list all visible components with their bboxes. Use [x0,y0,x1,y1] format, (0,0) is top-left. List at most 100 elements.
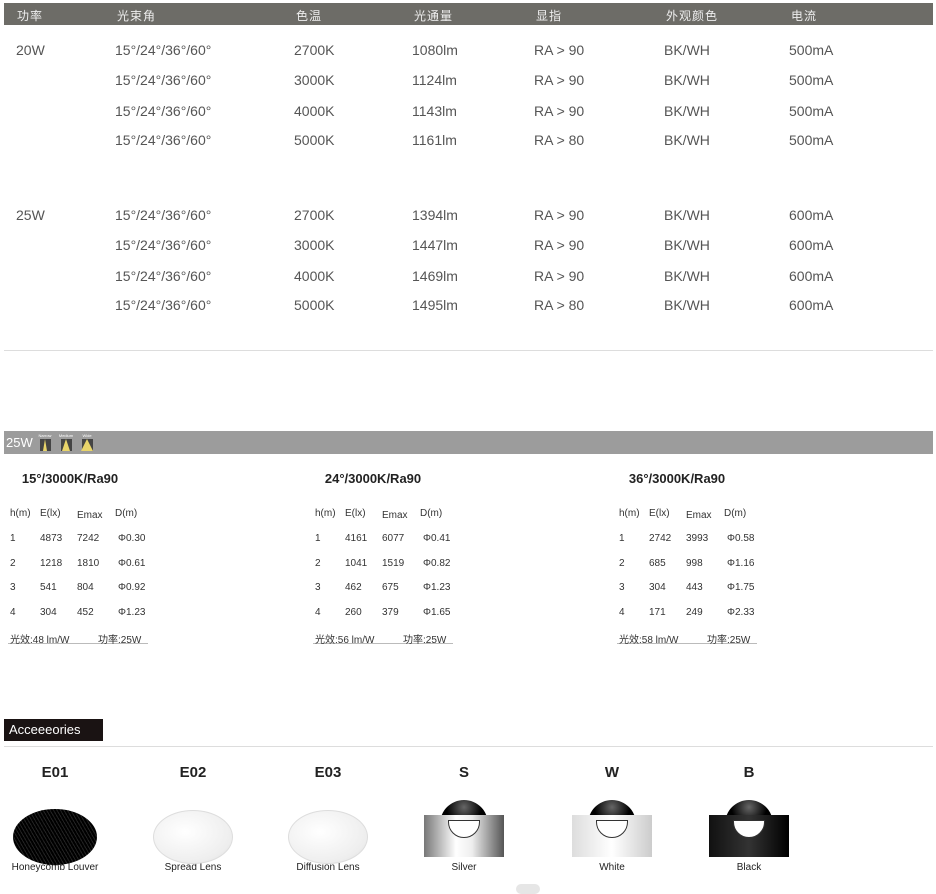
column-header: h(m) [315,508,336,519]
table-cell: 379 [382,607,399,619]
table-cell: Φ0.41 [423,533,451,544]
table-cell: 304 [40,607,57,619]
spec-cell: RA > 80 [534,297,585,313]
spec-cell: RA > 90 [534,72,585,88]
power: 功率:25W [403,635,447,646]
divider [4,746,933,747]
header-cell: 显指 [536,9,563,23]
spec-cell: 15°/24°/36°/60° [115,103,212,119]
spec-cell: 1495lm [412,297,458,313]
photometric-table: h(m) E(lx) Emax D(m) 1 4161 6077 Φ0.41 2 1041 1519… [315,508,475,628]
beam-label: Medium [58,433,74,438]
beam-medium-icon [60,439,72,451]
column-header: D(m) [724,508,747,519]
table-cell: 1218 [40,557,63,569]
spec-cell: 1143lm [412,103,457,119]
spec-cell: 3000K [294,237,335,253]
efficacy-footer: 光效:48 lm/W 功率:25W [8,631,148,646]
beam-cone [43,439,47,451]
accessory-name: Diffusion Lens [296,862,360,873]
power-cell: 20W [16,42,45,58]
table-cell: 462 [345,582,362,594]
spec-cell: 1469lm [412,268,458,284]
table-cell: Φ1.23 [423,582,451,594]
spec-cell: 1447lm [412,237,458,253]
spec-cell: BK/WH [664,237,710,253]
spec-cell: BK/WH [664,72,710,88]
spec-cell: 500mA [789,103,834,119]
spec-cell: 500mA [789,132,834,148]
spec-cell: 5000K [294,297,335,313]
spec-cell: 15°/24°/36°/60° [115,72,212,88]
table-cell: 2 [619,557,625,569]
spec-cell: 500mA [789,42,834,58]
beam-wide: Wide [79,433,95,451]
table-cell: 4161 [345,533,368,544]
power: 功率:25W [707,635,751,646]
table-cell: 1 [315,533,321,544]
spec-cell: 15°/24°/36°/60° [115,207,212,223]
spec-cell: 600mA [789,207,834,223]
beam-narrow-icon [39,439,51,451]
table-cell: Φ2.33 [727,607,755,619]
photometric-title: 15°/3000K/Ra90 [21,471,119,486]
table-cell: 452 [77,607,94,619]
table-cell: 4 [315,607,321,619]
table-cell: 6077 [382,533,405,544]
column-header: h(m) [10,508,31,519]
table-cell: 1 [10,533,16,544]
spec-cell: 2700K [294,207,335,223]
column-header: Emax [77,510,103,521]
spec-cell: RA > 90 [534,42,585,58]
efficacy: 光效:58 lm/W [619,635,679,646]
page-indicator [516,884,540,894]
power-cell: 25W [16,207,45,223]
accessory-name: Spread Lens [164,862,222,873]
spec-cell: 600mA [789,297,834,313]
table-cell: 3 [315,582,321,594]
table-cell: 685 [649,557,666,569]
beam-label: Wide [82,433,92,438]
accessory-code: B [743,764,755,781]
table-cell: Φ0.58 [727,533,755,544]
spec-cell: BK/WH [664,103,710,119]
table-cell: 171 [649,607,666,619]
accessory-name: White [599,862,625,873]
beam-cone [62,439,70,451]
spec-cell: 4000K [294,268,335,284]
beam-wide-icon [81,439,93,451]
accessory-code: E01 [41,764,69,781]
header-cell: 外观颜色 [666,9,719,23]
column-header: Emax [382,510,408,521]
power-label: 25W [6,435,33,450]
spec-cell: BK/WH [664,207,710,223]
table-cell: 7242 [77,533,100,544]
spec-cell: 1161lm [412,132,457,148]
spec-cell: BK/WH [664,268,710,284]
photometric-title: 24°/3000K/Ra90 [324,471,422,486]
table-cell: 3 [10,582,16,594]
accessory-name: Silver [451,862,477,873]
table-cell: 675 [382,582,399,594]
accessory-code: E02 [179,764,207,781]
beam-narrow: Narrow [37,433,53,451]
spec-cell: 15°/24°/36°/60° [115,132,212,148]
spec-cell: 3000K [294,72,335,88]
spec-cell: RA > 90 [534,103,585,119]
table-cell: 2 [10,557,16,569]
spec-cell: 600mA [789,268,834,284]
column-header: h(m) [619,508,640,519]
header-cell: 功率 [17,9,44,23]
table-cell: 249 [686,607,703,619]
spec-cell: RA > 90 [534,268,585,284]
column-header: D(m) [420,508,443,519]
spec-cell: 1124lm [412,72,457,88]
power: 功率:25W [98,635,142,646]
spec-cell: BK/WH [664,132,710,148]
table-cell: Φ0.92 [118,582,146,594]
spec-cell: BK/WH [664,297,710,313]
table-cell: 3 [619,582,625,594]
spec-cell: 4000K [294,103,335,119]
efficacy-footer: 光效:58 lm/W 功率:25W [617,631,757,646]
spec-cell: RA > 90 [534,237,585,253]
